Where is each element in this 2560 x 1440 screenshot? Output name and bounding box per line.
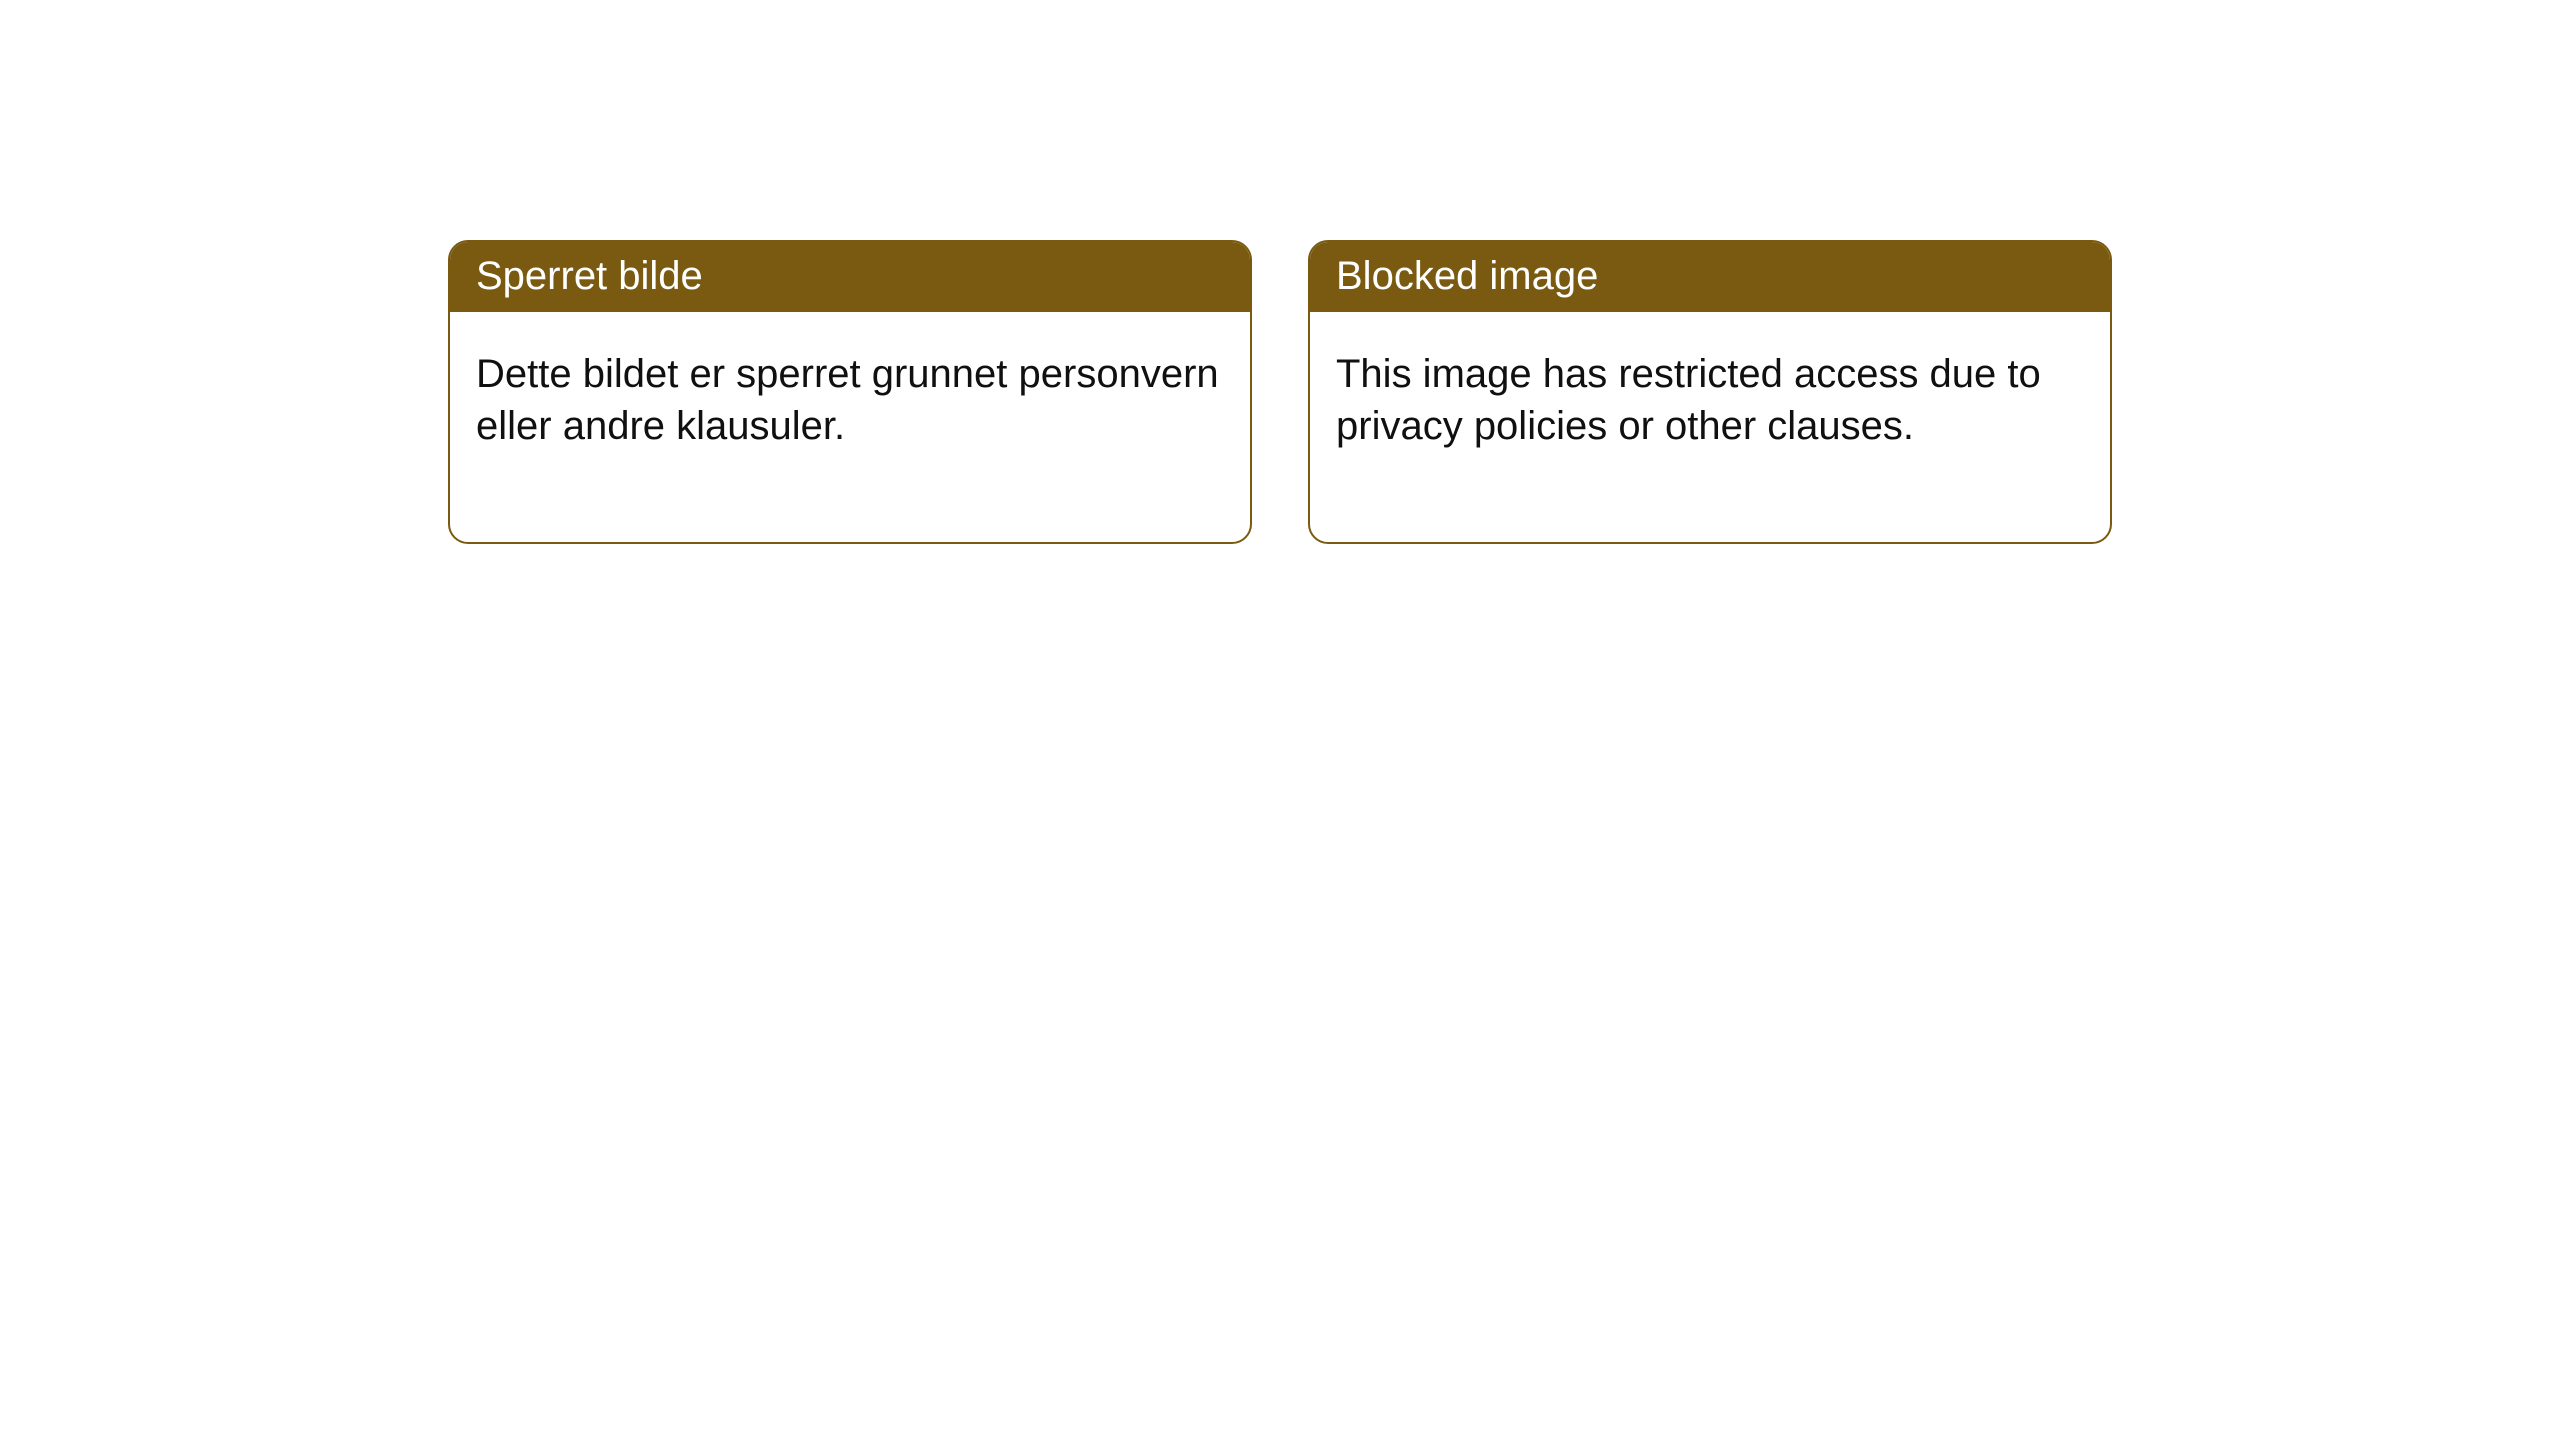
notice-card-body: Dette bildet er sperret grunnet personve…: [450, 312, 1250, 542]
notice-card-title: Blocked image: [1310, 242, 2110, 312]
notice-card-no: Sperret bilde Dette bildet er sperret gr…: [448, 240, 1252, 544]
notice-cards-row: Sperret bilde Dette bildet er sperret gr…: [448, 240, 2112, 544]
notice-card-body: This image has restricted access due to …: [1310, 312, 2110, 542]
notice-card-title: Sperret bilde: [450, 242, 1250, 312]
notice-card-en: Blocked image This image has restricted …: [1308, 240, 2112, 544]
